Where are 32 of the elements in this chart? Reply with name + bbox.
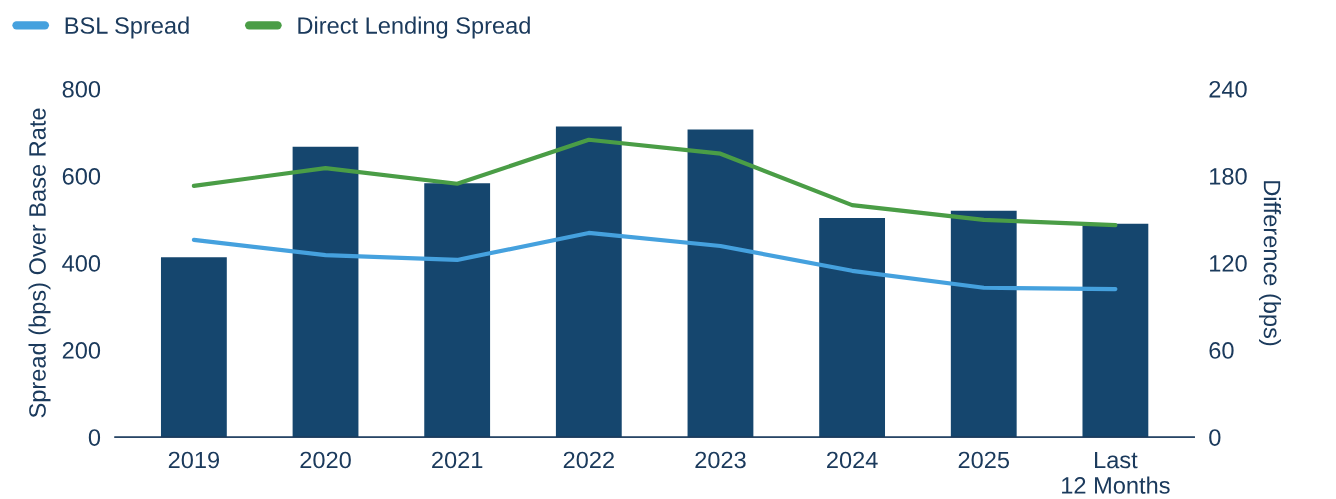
- x-tick-label: 2024: [827, 451, 878, 469]
- y2-tick-label: 0: [1209, 429, 1221, 446]
- x-tick-label: 2021: [432, 451, 483, 469]
- y2-tick-label: 240: [1209, 80, 1247, 98]
- y2-tick-label: 120: [1210, 255, 1247, 272]
- bar: [292, 146, 359, 438]
- bar: [687, 129, 754, 438]
- legend-label: BSL Spread: [65, 16, 189, 39]
- bar: [424, 183, 491, 438]
- bar: [160, 257, 227, 438]
- line-series: [191, 230, 1118, 292]
- x-tick-label: 2019: [168, 451, 220, 469]
- y-tick-label: 200: [62, 342, 101, 359]
- x-tick-label: 2022: [563, 451, 614, 469]
- x-tick-label: 2020: [300, 451, 351, 469]
- bar: [1082, 223, 1149, 438]
- bar: [950, 210, 1017, 438]
- bar: [555, 126, 622, 438]
- y-tick-label: 400: [62, 255, 101, 272]
- line-series: [191, 137, 1118, 228]
- y2-tick-label: 180: [1210, 167, 1247, 185]
- x-tick-label: 2023: [695, 451, 746, 469]
- y2-axis-title: Difference (bps): [1258, 181, 1281, 346]
- y-tick-label: 600: [62, 167, 101, 185]
- y2-tick-label: 60: [1209, 342, 1234, 359]
- x-tick-label: 2025: [958, 451, 1010, 469]
- legend-label: Direct Lending Spread: [298, 16, 530, 39]
- x-tick-label: Last 12 Months: [1062, 451, 1170, 494]
- y-tick-label: 800: [62, 80, 101, 98]
- bar: [819, 217, 886, 438]
- y-tick-label: 0: [88, 429, 101, 446]
- y-axis-title: Spread (bps) Over Base Rate: [28, 108, 51, 418]
